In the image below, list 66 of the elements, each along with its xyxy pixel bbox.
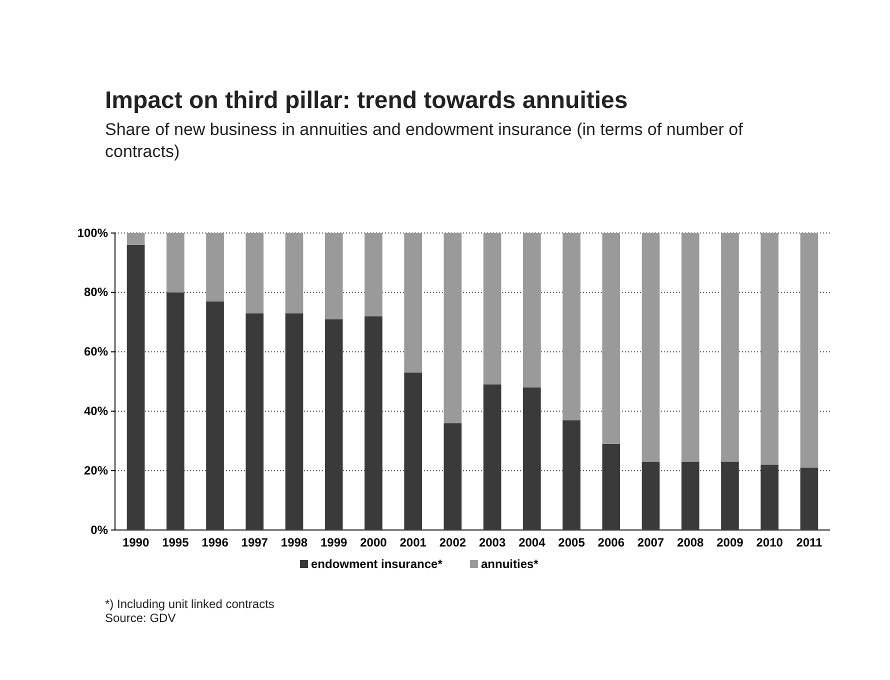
- x-tick-label: 1990: [122, 536, 150, 550]
- bar: [721, 462, 739, 530]
- x-tick-label: 1999: [320, 536, 348, 550]
- x-tick-label: 1997: [241, 536, 268, 550]
- bar: [523, 387, 541, 530]
- bar: [483, 384, 502, 530]
- bar: [285, 313, 304, 530]
- y-tick-label: 40%: [84, 404, 108, 418]
- y-tick-label: 80%: [84, 285, 108, 300]
- x-tick-label: 2001: [400, 536, 427, 550]
- x-tick-label: 2006: [598, 536, 625, 550]
- x-tick-label: 1998: [280, 536, 308, 550]
- bar: [721, 233, 739, 462]
- bar: [483, 233, 502, 384]
- legend-label: annuities*: [481, 557, 539, 571]
- x-tick-label: 1995: [162, 536, 190, 550]
- bar: [206, 301, 224, 530]
- bar: [760, 464, 779, 530]
- bar: [444, 423, 462, 530]
- bar: [246, 313, 264, 530]
- bar: [800, 233, 818, 468]
- bar: [562, 420, 580, 530]
- text: *) Including unit linked contracts: [105, 597, 274, 611]
- x-tick-label: 2003: [478, 536, 506, 550]
- bar: [444, 233, 462, 424]
- bar: [562, 233, 580, 420]
- bar: [681, 462, 700, 530]
- bar: [681, 233, 700, 462]
- bar: [126, 233, 145, 245]
- bar: [642, 462, 660, 530]
- bar: [642, 233, 660, 462]
- chart-subtitle: Share of new business in annuities and endowment insurance (in terms of number of contracts): [105, 120, 744, 161]
- legend-label: endowment insurance*: [311, 557, 443, 571]
- x-tick-label: 2005: [558, 536, 586, 550]
- bar: [364, 233, 382, 316]
- bar: [523, 233, 541, 388]
- bar: [800, 468, 818, 530]
- x-tick-label: 2000: [360, 536, 388, 550]
- bar: [126, 244, 145, 530]
- chart-title: Impact on third pillar: trend towards annuities: [105, 87, 628, 114]
- bar: [166, 292, 184, 530]
- x-tick-label: 2011: [796, 536, 823, 550]
- y-tick-label: 20%: [84, 463, 108, 478]
- x-tick-label: 2007: [637, 536, 664, 550]
- bar: [602, 444, 620, 530]
- bar: [602, 233, 620, 444]
- x-tick-label: 2002: [439, 536, 466, 550]
- y-tick-label: 100%: [77, 226, 108, 240]
- bar: [324, 319, 343, 530]
- bar: [760, 233, 779, 465]
- bar: [166, 233, 184, 292]
- y-tick-label: 0%: [90, 522, 108, 537]
- bar: [285, 233, 304, 314]
- x-tick-label: 2010: [756, 536, 784, 550]
- bar: [364, 316, 382, 530]
- bar: [324, 233, 343, 320]
- bar: [404, 233, 422, 373]
- x-tick-label: 2008: [677, 536, 704, 550]
- x-tick-label: 2004: [518, 536, 546, 550]
- x-tick-label: 1996: [202, 536, 229, 550]
- bar: [246, 233, 264, 314]
- x-tick-label: 2009: [716, 536, 744, 550]
- y-tick-label: 60%: [84, 344, 108, 359]
- bar: [206, 233, 224, 302]
- bar: [404, 372, 422, 530]
- source-note: Source: GDV: [105, 611, 176, 625]
